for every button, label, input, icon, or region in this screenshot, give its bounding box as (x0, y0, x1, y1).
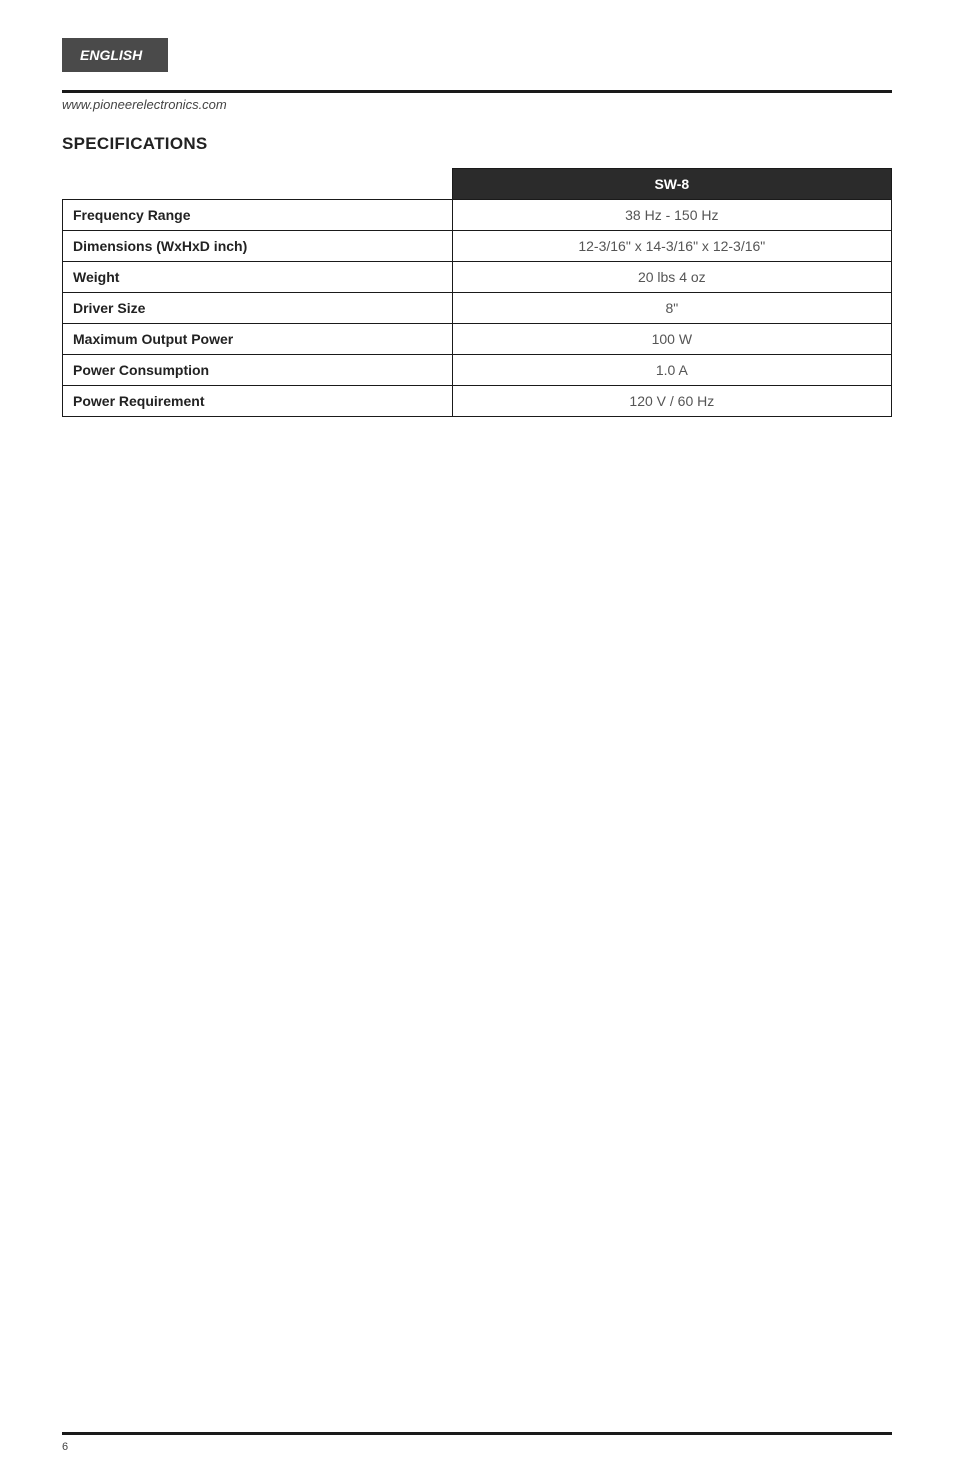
spec-value: 120 V / 60 Hz (452, 386, 891, 417)
spec-value: 8" (452, 293, 891, 324)
spec-value: 100 W (452, 324, 891, 355)
model-header-cell: SW-8 (452, 169, 891, 200)
site-url: www.pioneerelectronics.com (62, 97, 892, 112)
spec-label: Maximum Output Power (63, 324, 453, 355)
page-number: 6 (62, 1441, 68, 1453)
empty-header-cell (63, 169, 453, 200)
table-row: Driver Size 8" (63, 293, 892, 324)
footer-rule (62, 1432, 892, 1435)
table-header-row: SW-8 (63, 169, 892, 200)
spec-label: Power Requirement (63, 386, 453, 417)
header-rule (62, 90, 892, 93)
spec-value: 38 Hz - 150 Hz (452, 200, 891, 231)
table-row: Power Consumption 1.0 A (63, 355, 892, 386)
spec-label: Frequency Range (63, 200, 453, 231)
spec-label: Power Consumption (63, 355, 453, 386)
spec-label: Dimensions (WxHxD inch) (63, 231, 453, 262)
language-tab: ENGLISH (62, 38, 168, 72)
table-row: Dimensions (WxHxD inch) 12-3/16" x 14-3/… (63, 231, 892, 262)
table-row: Maximum Output Power 100 W (63, 324, 892, 355)
table-row: Weight 20 lbs 4 oz (63, 262, 892, 293)
spec-value: 20 lbs 4 oz (452, 262, 891, 293)
table-row: Frequency Range 38 Hz - 150 Hz (63, 200, 892, 231)
spec-label: Weight (63, 262, 453, 293)
section-title: SPECIFICATIONS (62, 134, 892, 154)
table-row: Power Requirement 120 V / 60 Hz (63, 386, 892, 417)
spec-label: Driver Size (63, 293, 453, 324)
spec-value: 1.0 A (452, 355, 891, 386)
specifications-table: SW-8 Frequency Range 38 Hz - 150 Hz Dime… (62, 168, 892, 417)
spec-value: 12-3/16" x 14-3/16" x 12-3/16" (452, 231, 891, 262)
